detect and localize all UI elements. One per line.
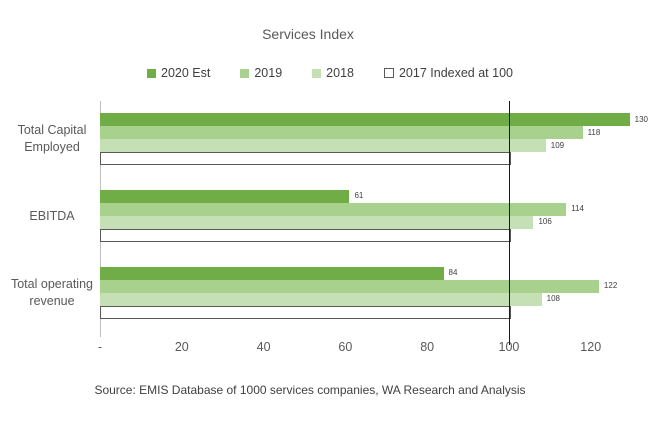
legend-swatch-icon (240, 68, 250, 78)
bar-group: 61 114 106 (100, 178, 648, 255)
bar-row: 122 (100, 279, 648, 293)
legend-label: 2017 Indexed at 100 (398, 66, 513, 80)
value-label: 61 (354, 191, 364, 201)
bar-2017-indexed-at-100 (100, 152, 511, 166)
legend-label: 2018 (326, 66, 354, 80)
value-label: 106 (538, 217, 552, 227)
bar-2019 (100, 279, 599, 293)
bar-row (100, 152, 648, 166)
x-tick-label: 40 (256, 340, 271, 354)
value-label: 114 (571, 204, 584, 214)
bar-group: 130 118 109 (100, 101, 648, 178)
legend-swatch-icon (147, 68, 157, 78)
bar-2018 (100, 139, 546, 153)
reference-line-100 (508, 101, 510, 345)
x-tick-label: 20 (174, 340, 189, 354)
chart-title: Services Index (262, 26, 354, 42)
bar-row: 130 (100, 113, 648, 127)
plot-area: 130 118 109 61 114 106 84 122 108 - 20 40 60 80 100 12… (98, 101, 648, 353)
bar-groups: 130 118 109 61 114 106 84 122 108 (100, 101, 648, 331)
value-label: 118 (587, 127, 601, 137)
bar-2017-indexed-at-100 (100, 305, 511, 319)
category-label: Total operating revenue (10, 276, 93, 308)
plot-region: Total Capital Employed EBITDA Total operat… (4, 101, 660, 353)
x-tick-label: 120 (580, 340, 602, 354)
x-tick-label: - (97, 340, 103, 354)
bar-row: 84 (100, 266, 648, 280)
bar-row: 106 (100, 215, 648, 229)
category-axis: Total Capital Employed EBITDA Total operat… (4, 101, 100, 331)
legend-swatch-icon (383, 68, 394, 78)
x-tick-label: 100 (498, 340, 520, 354)
legend-item-2019: 2019 (240, 66, 282, 80)
bar-2020-est (100, 266, 444, 280)
bar-2020-est (100, 113, 630, 127)
bar-row: 108 (100, 292, 648, 306)
bar-2018 (100, 215, 534, 229)
value-label: 130 (634, 114, 648, 124)
category-label: Total Capital Employed (17, 123, 87, 155)
bar-row: 61 (100, 189, 648, 203)
value-label: 109 (550, 140, 565, 150)
source-note: Source: EMIS Database of 1000 services c… (94, 383, 526, 397)
bar-row: 118 (100, 126, 648, 140)
legend: 2020 Est 2019 2018 2017 Indexed at 100 (0, 66, 660, 80)
legend-swatch-icon (312, 68, 322, 78)
bar-group: 84 122 108 (100, 254, 648, 331)
x-axis-ticks: - 20 40 60 80 100 120 (97, 340, 648, 357)
category-label: EBITDA (29, 208, 75, 223)
value-label: 122 (603, 281, 618, 291)
x-tick-label: 60 (338, 340, 353, 354)
legend-item-2017-indexed-at-100: 2017 Indexed at 100 (383, 66, 513, 80)
bar-2018 (100, 292, 542, 306)
bar-row (100, 228, 648, 242)
value-label: 108 (546, 294, 561, 304)
legend-label: 2019 (254, 66, 283, 80)
legend-label: 2020 Est (161, 66, 211, 80)
legend-item-2018: 2018 (312, 66, 354, 80)
bar-row (100, 305, 648, 319)
bar-row: 109 (100, 139, 648, 153)
bar-2017-indexed-at-100 (100, 228, 511, 242)
legend-item-2020-est: 2020 Est (147, 66, 210, 80)
bar-2019 (100, 126, 583, 140)
x-tick-label: 80 (420, 340, 435, 354)
bar-2019 (100, 202, 567, 216)
bar-row: 114 (100, 202, 648, 216)
value-label: 84 (448, 268, 458, 278)
bar-2020-est (100, 189, 350, 203)
